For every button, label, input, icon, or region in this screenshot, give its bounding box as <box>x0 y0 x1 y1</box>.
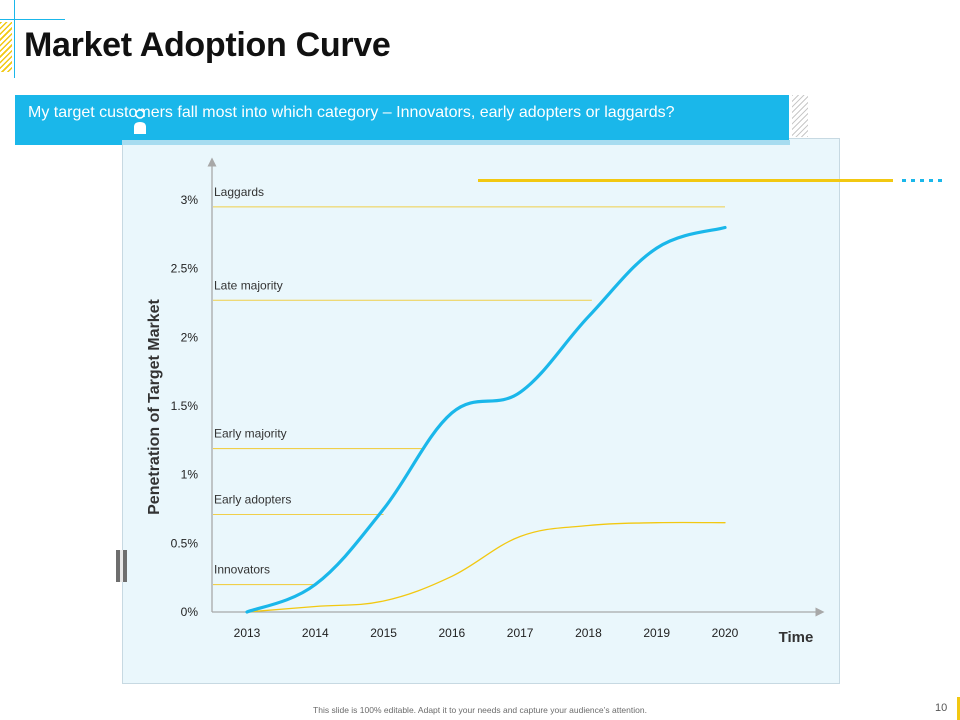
category-label: Early adopters <box>214 492 291 506</box>
y-tick-label: 0% <box>181 605 199 619</box>
accent-line-yellow <box>478 179 893 182</box>
page-number: 10 <box>935 702 948 714</box>
category-label: Laggards <box>214 185 264 199</box>
y-tick-label: 2.5% <box>171 262 199 276</box>
category-label: Early majority <box>214 427 287 441</box>
person-icon <box>134 109 146 134</box>
banner-question-text: My target customers fall most into which… <box>28 104 675 121</box>
x-tick-label: 2017 <box>507 626 534 640</box>
x-tick-label: 2020 <box>712 626 739 640</box>
y-tick-label: 1% <box>181 468 199 482</box>
banner-underline <box>122 140 790 145</box>
y-axis-title: Penetration of Target Market <box>146 298 163 514</box>
x-tick-label: 2014 <box>302 626 329 640</box>
x-tick-label: 2015 <box>370 626 397 640</box>
x-tick-label: 2016 <box>439 626 466 640</box>
x-tick-label: 2019 <box>643 626 670 640</box>
y-tick-label: 0.5% <box>171 536 199 550</box>
corner-hatch-decoration <box>0 22 12 72</box>
x-axis-title: Time <box>779 629 814 646</box>
series-line-blue <box>245 225 727 614</box>
banner-hatch-decoration <box>792 95 808 137</box>
footer-note: This slide is 100% editable. Adapt it to… <box>313 705 647 715</box>
y-tick-label: 1.5% <box>171 399 199 413</box>
slide-title: Market Adoption Curve <box>24 26 391 64</box>
x-tick-label: 2018 <box>575 626 602 640</box>
corner-line-horizontal <box>0 19 65 20</box>
x-tick-label: 2013 <box>234 626 261 640</box>
category-label: Late majority <box>214 278 283 292</box>
y-tick-label: 3% <box>181 193 199 207</box>
series-line-yellow <box>246 521 726 613</box>
question-banner: My target customers fall most into which… <box>15 95 789 145</box>
accent-line-dots <box>902 179 944 182</box>
corner-line-vertical <box>14 0 15 78</box>
category-label: Innovators <box>214 563 270 577</box>
side-marker <box>116 550 127 582</box>
page-number-bar <box>957 697 960 720</box>
y-tick-label: 2% <box>181 330 199 344</box>
